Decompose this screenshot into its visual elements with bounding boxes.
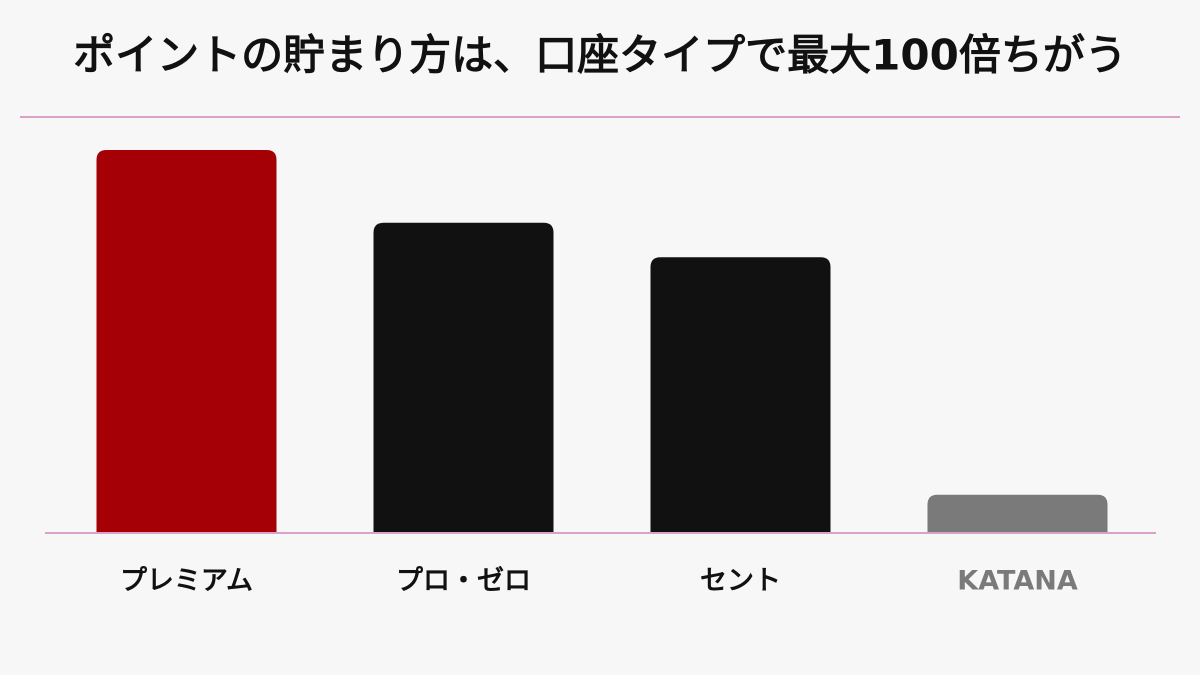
- x-tick-label: プレミアム: [120, 566, 253, 597]
- x-tick-label: プロ・ゼロ: [396, 566, 531, 597]
- bar: [927, 494, 1108, 533]
- bar: [650, 257, 831, 533]
- x-tick-label: KATANA: [957, 566, 1078, 597]
- bar: [373, 222, 554, 533]
- bar: [96, 150, 277, 533]
- chart-title: ポイントの貯まり方は、口座タイプで最大100倍ちがう: [73, 31, 1127, 80]
- x-tick-label: セント: [700, 566, 781, 597]
